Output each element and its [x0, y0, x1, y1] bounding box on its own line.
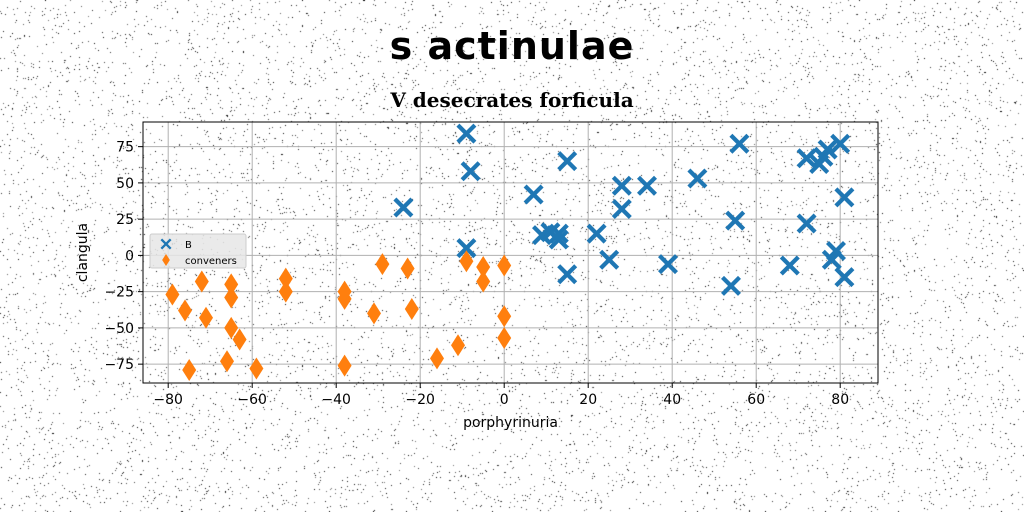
x-tick-label: −60: [237, 392, 267, 408]
point-b: [796, 213, 817, 234]
point-b: [548, 229, 569, 250]
y-tick-label: 0: [125, 248, 134, 264]
point-conveners: [337, 354, 352, 377]
chart-title: V desecrates forficula: [390, 88, 634, 112]
y-tick-label: −25: [104, 285, 134, 301]
point-conveners: [497, 254, 512, 277]
point-conveners: [337, 287, 352, 310]
point-b: [611, 175, 632, 196]
point-b: [687, 168, 708, 189]
point-conveners: [367, 302, 381, 325]
point-conveners: [451, 334, 465, 357]
axes-frame: [142, 121, 879, 384]
x-tick-label: 80: [831, 392, 849, 408]
point-b: [725, 210, 746, 231]
point-conveners: [497, 327, 512, 350]
point-b: [460, 161, 481, 182]
legend-marker-shape: [160, 238, 172, 250]
point-conveners: [476, 256, 491, 278]
point-conveners: [220, 350, 234, 373]
legend-marker-conveners: [162, 253, 170, 267]
legend-label-conveners: conveners: [185, 256, 237, 267]
point-b: [834, 267, 855, 288]
point-b: [779, 255, 800, 276]
point-conveners: [375, 253, 390, 276]
point-b: [586, 223, 607, 244]
point-conveners: [249, 357, 264, 380]
point-conveners: [224, 286, 239, 309]
point-b: [548, 223, 569, 244]
point-conveners: [199, 306, 213, 329]
point-b: [637, 175, 657, 196]
y-tick-label: 25: [116, 212, 134, 228]
point-conveners: [278, 267, 293, 290]
point-conveners: [182, 358, 197, 381]
point-conveners: [232, 328, 247, 351]
point-conveners: [476, 270, 491, 293]
point-b: [729, 133, 750, 154]
point-conveners: [224, 316, 239, 339]
x-axis-label: porphyrinuria: [463, 415, 558, 431]
y-tick-label: −50: [104, 321, 134, 337]
legend-marker-B: [160, 238, 172, 250]
point-b: [599, 249, 620, 270]
point-conveners: [224, 273, 239, 296]
point-conveners: [430, 347, 444, 370]
point-b: [834, 187, 855, 208]
point-conveners: [497, 305, 512, 328]
legend-label-B: B: [185, 240, 192, 251]
x-tick-label: −40: [321, 392, 351, 408]
y-axis-label: clangula: [75, 223, 91, 282]
x-tick-label: −80: [153, 392, 183, 408]
y-tick-label: 50: [116, 176, 134, 192]
legend: B conveners: [149, 233, 247, 269]
point-b: [557, 264, 578, 285]
x-tick-label: −20: [405, 392, 435, 408]
point-conveners: [194, 270, 209, 293]
x-tick-label: 20: [579, 392, 597, 408]
point-b: [456, 238, 477, 259]
legend-marker-shape: [162, 253, 170, 267]
point-conveners: [165, 283, 180, 306]
axis-ticks: −80 −60 −40 −20 0 20 40 60 80 −75 −50 −25 0 25 50 75: [104, 140, 849, 408]
point-b: [523, 184, 544, 205]
x-tick-label: 60: [747, 392, 765, 408]
point-b: [721, 275, 741, 296]
point-b: [456, 123, 477, 144]
point-b: [658, 254, 678, 275]
data-points: [165, 123, 855, 381]
x-tick-label: 40: [663, 392, 681, 408]
point-conveners: [404, 298, 419, 321]
point-b: [393, 197, 414, 218]
y-tick-label: 75: [116, 140, 134, 156]
legend-box: [149, 233, 247, 269]
x-tick-label: 0: [500, 392, 509, 408]
point-b: [830, 133, 851, 154]
figure-suptitle: s actinulae: [389, 24, 635, 68]
y-tick-label: −75: [104, 357, 134, 373]
point-b: [817, 139, 838, 160]
point-conveners: [178, 299, 192, 322]
point-conveners: [459, 250, 474, 273]
point-conveners: [400, 257, 415, 280]
point-b: [611, 199, 632, 219]
point-b: [796, 148, 817, 169]
point-conveners: [278, 280, 293, 303]
point-b: [821, 249, 842, 270]
point-b: [557, 151, 578, 172]
grid: [143, 122, 878, 383]
